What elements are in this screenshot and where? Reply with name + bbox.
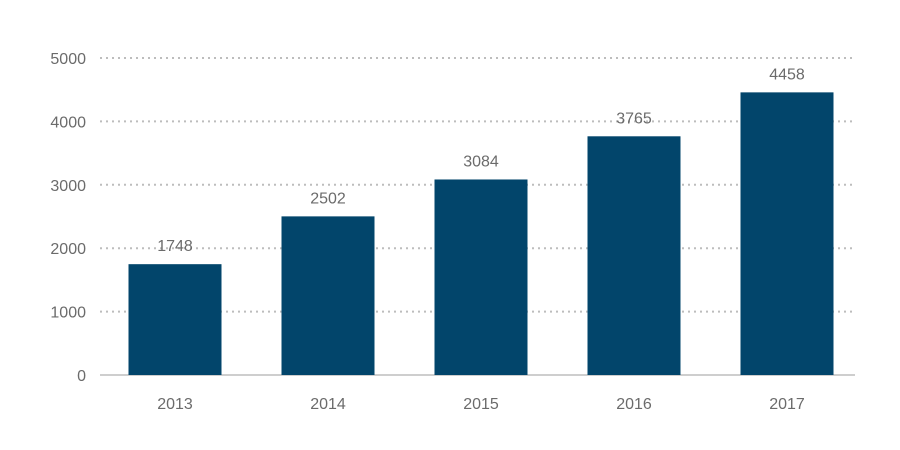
bar	[281, 216, 375, 375]
y-tick-label: 0	[77, 368, 86, 385]
bar	[740, 92, 834, 376]
data-label: 3765	[616, 110, 652, 127]
bars	[128, 92, 834, 376]
x-tick-label: 2016	[616, 396, 652, 413]
bar	[434, 179, 528, 375]
x-tick-label: 2013	[157, 396, 193, 413]
data-labels: 1748 2502 3084 3765 4458	[157, 66, 805, 255]
x-tick-label: 2014	[310, 396, 346, 413]
data-label: 1748	[157, 238, 193, 255]
y-tick-label: 4000	[50, 114, 86, 131]
x-axis-ticks: 2013 2014 2015 2016 2017	[157, 396, 805, 413]
x-tick-label: 2015	[463, 396, 499, 413]
y-tick-label: 5000	[50, 51, 86, 68]
data-label: 3084	[463, 153, 499, 170]
y-tick-label: 1000	[50, 305, 86, 322]
data-label: 2502	[310, 190, 346, 207]
bar	[128, 264, 222, 375]
data-label: 4458	[769, 66, 805, 83]
x-tick-label: 2017	[769, 396, 805, 413]
bar	[587, 136, 681, 375]
y-axis-ticks: 0 1000 2000 3000 4000 5000	[50, 51, 86, 385]
y-tick-label: 3000	[50, 178, 86, 195]
y-tick-label: 2000	[50, 241, 86, 258]
